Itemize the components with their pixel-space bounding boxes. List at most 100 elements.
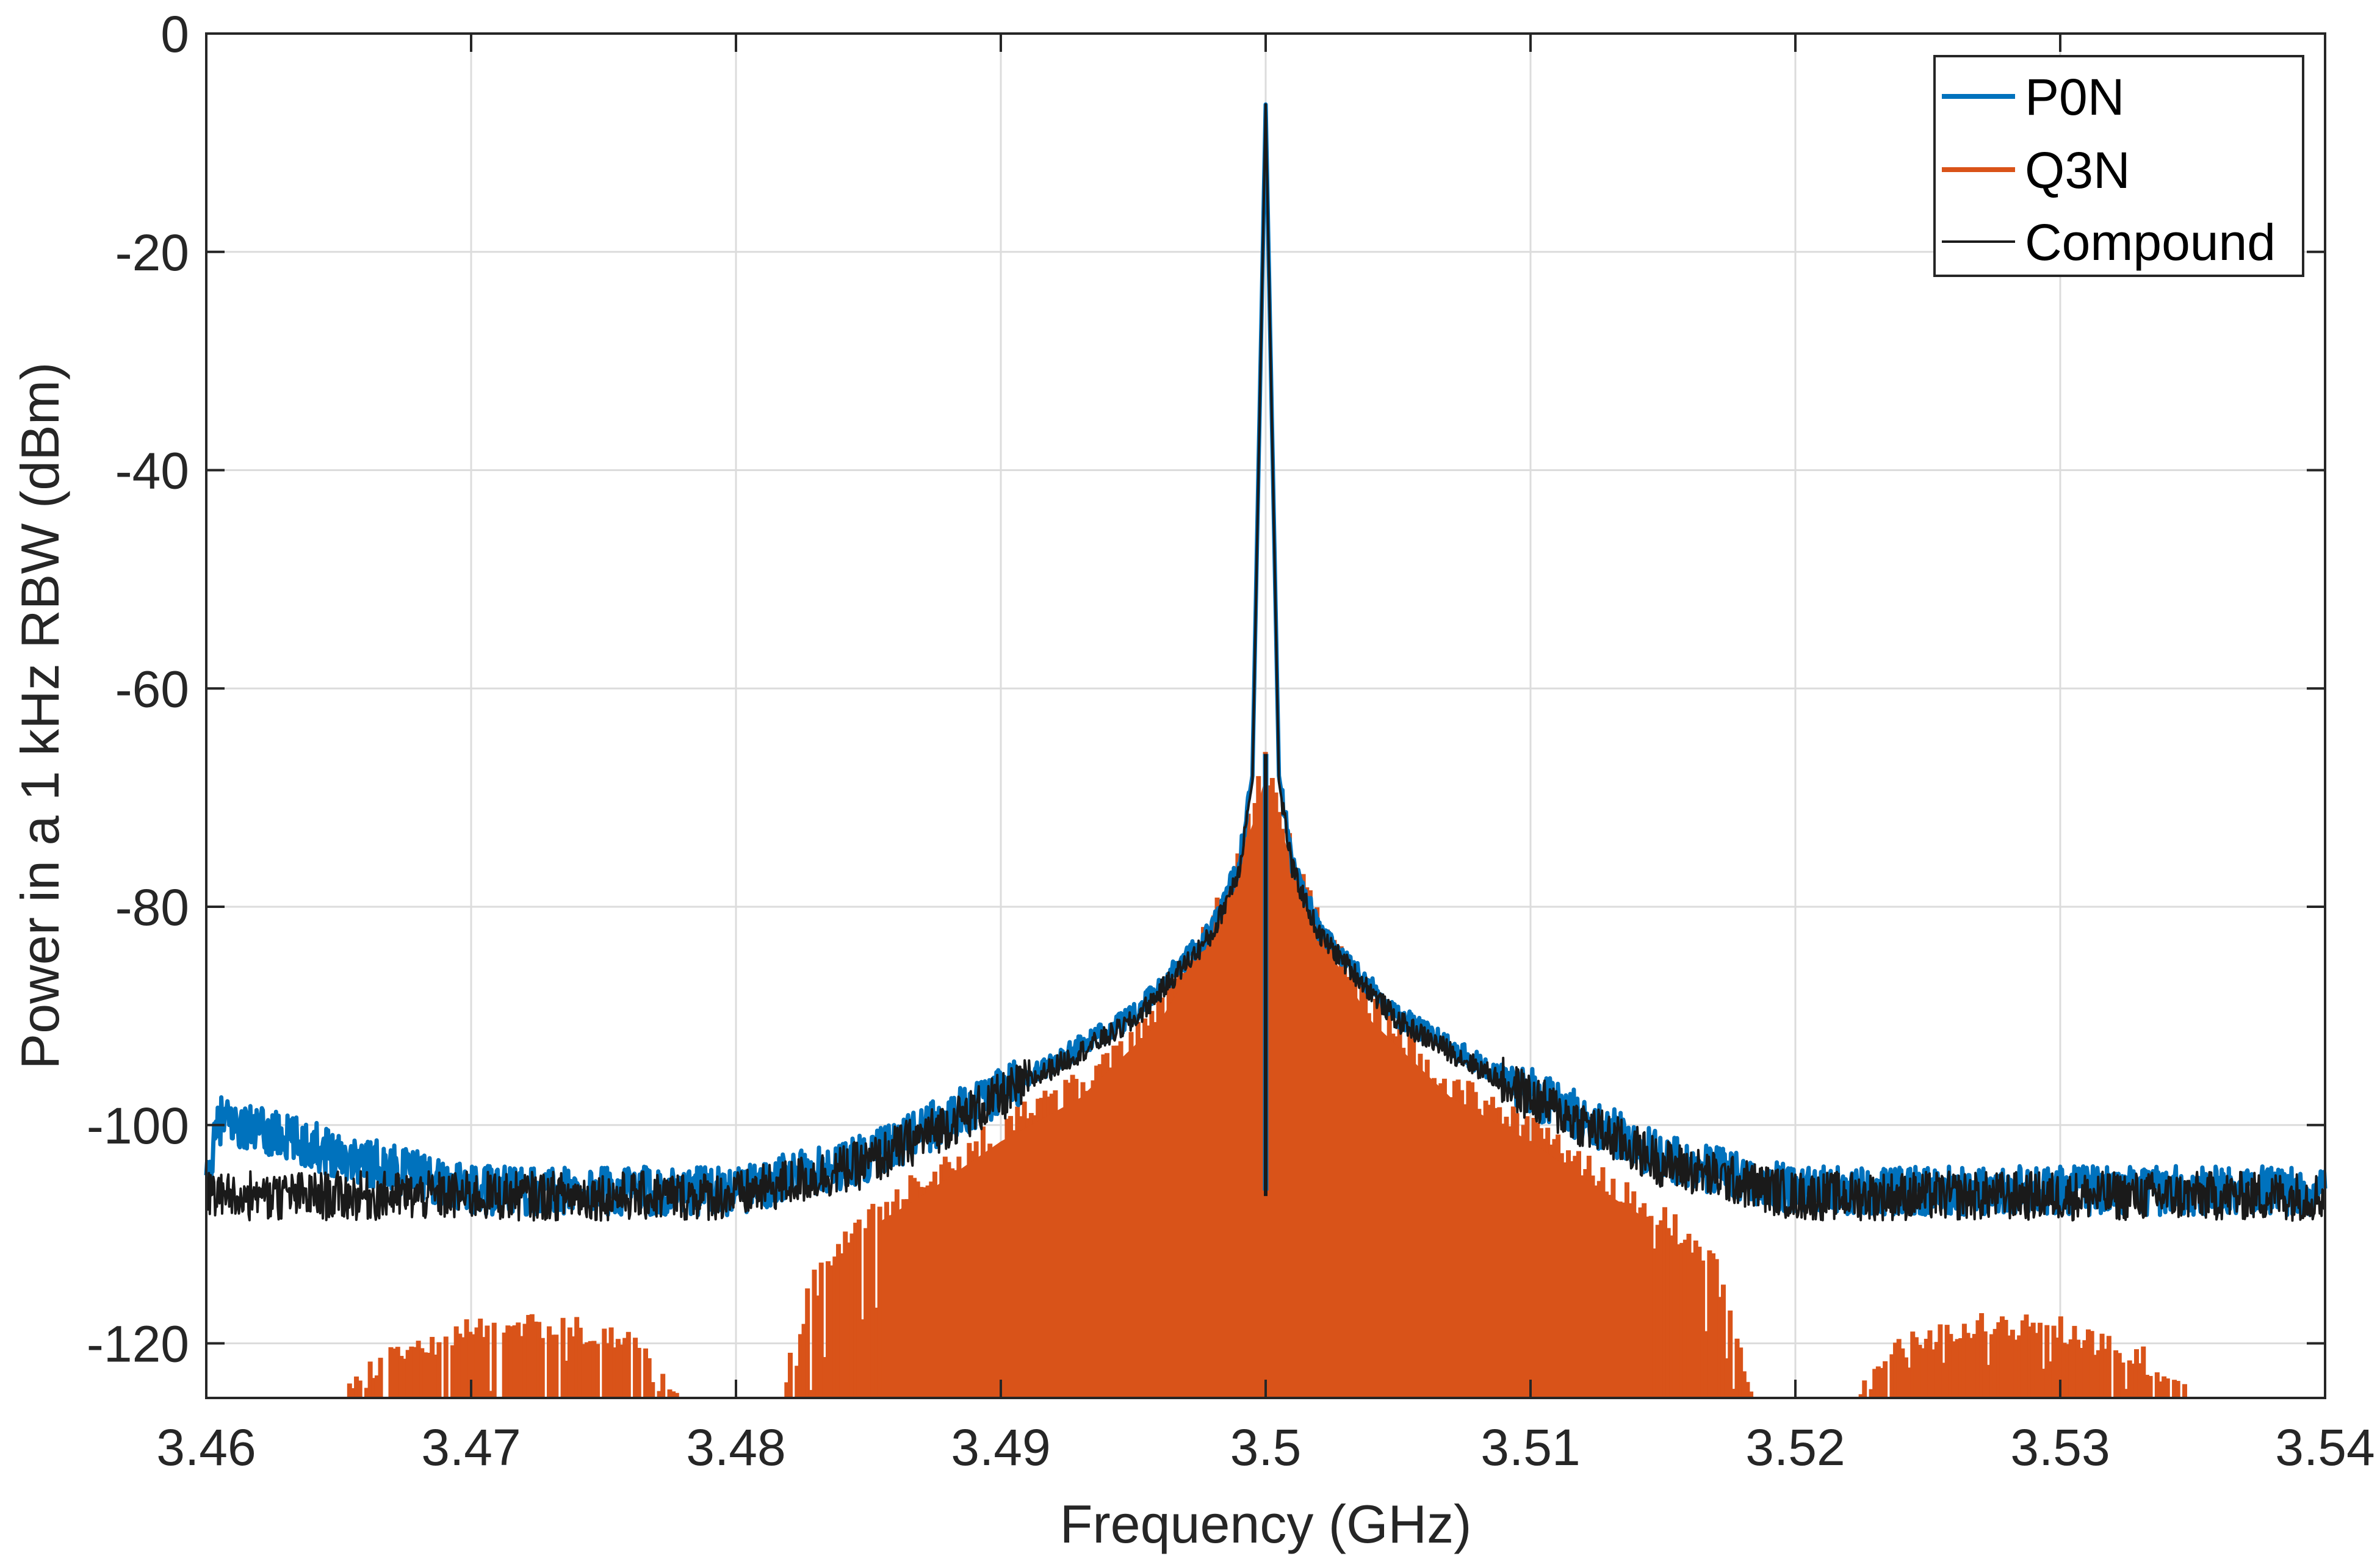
q3n-bar [1879,1367,1884,1398]
q3n-bar [1924,1339,1929,1398]
q3n-bar [2034,1333,2039,1398]
q3n-bar [2096,1350,2101,1398]
q3n-bar [1734,1338,1740,1398]
q3n-bar [481,1337,486,1398]
x-tick-label: 3.52 [1745,1419,1845,1476]
axis-labels: Frequency (GHz) Power in a 1 kHz RBW (dB… [10,362,1471,1554]
q3n-bar [547,1326,552,1398]
q3n-bar [1913,1337,1919,1398]
q3n-bar [2147,1375,2153,1398]
q3n-bar [1920,1348,1926,1398]
q3n-bar [1682,1239,1688,1398]
q3n-bar [485,1325,490,1398]
q3n-bar [533,1321,538,1398]
q3n-bar [615,1339,621,1398]
x-tick-label: 3.5 [1230,1419,1302,1476]
q3n-bar [2124,1389,2129,1398]
q3n-bar [512,1325,517,1398]
q3n-bar [1889,1354,1895,1398]
q3n-bar [595,1344,600,1398]
q3n-bar [829,1265,834,1398]
q3n-bar [667,1389,673,1398]
q3n-bar [416,1341,421,1398]
q3n-bar [2075,1339,2081,1398]
q3n-bar [2010,1330,2015,1398]
q3n-bar [1875,1366,1881,1398]
q3n-bar [1724,1358,1729,1398]
q3n-bar [350,1388,356,1398]
q3n-bar [1731,1389,1736,1398]
q3n-bar [1986,1364,1991,1398]
q3n-bar [877,1206,882,1398]
q3n-bar [478,1318,483,1398]
q3n-bar [674,1392,679,1398]
y-tick-label: -120 [87,1316,189,1373]
q3n-bar [2051,1325,2057,1398]
q3n-bar [1745,1381,1750,1398]
q3n-bar [801,1324,807,1398]
legend-label-q3n: Q3N [2025,142,2130,199]
q3n-bar [643,1348,649,1398]
q3n-bar [1714,1259,1719,1398]
q3n-bar [870,1203,876,1398]
q3n-bar [1982,1331,1988,1398]
q3n-bar [605,1343,610,1398]
q3n-bar [1700,1260,1706,1398]
q3n-bar [1906,1367,1912,1398]
q3n-bar [388,1347,394,1398]
q3n-bar [2013,1339,2019,1398]
q3n-bar [612,1347,618,1398]
q3n-bar [1910,1331,1916,1398]
q3n-bar [1999,1316,2005,1398]
q3n-bar [567,1327,572,1398]
q3n-bar [1748,1391,1754,1398]
q3n-bar [822,1356,828,1398]
q3n-bar [608,1327,614,1398]
q3n-bar [2027,1326,2033,1398]
y-tick-label: -20 [115,224,189,281]
q3n-bar [1958,1338,1964,1398]
q3n-bar [453,1326,459,1398]
q3n-bar [519,1336,524,1398]
q3n-bar [2068,1339,2074,1398]
q3n-bar [1903,1357,1908,1398]
q3n-bar [588,1341,593,1398]
series-lines [204,102,2328,1222]
x-tick-label: 3.54 [2275,1419,2375,1476]
q3n-bar [581,1344,586,1398]
q3n-bar [1961,1324,1967,1398]
q3n-bar [457,1333,463,1398]
q3n-bar [795,1366,800,1398]
q3n-bar [1975,1320,1981,1398]
q3n-bar [516,1322,521,1398]
q3n-bar [1728,1310,1733,1398]
q3n-bar [818,1262,824,1398]
q3n-bar [395,1347,400,1398]
q3n-bar [602,1328,607,1398]
q3n-bar [467,1331,473,1398]
q3n-bar [2017,1335,2022,1398]
compound-trace [205,103,2326,1222]
q3n-bar [835,1244,841,1398]
q3n-bar [392,1349,397,1398]
q3n-bar [1896,1339,1902,1398]
q3n-bar [2058,1316,2063,1398]
q3n-bar [832,1256,838,1398]
q3n-bar [2030,1322,2036,1398]
q3n-bar [1900,1348,1905,1398]
legend: P0N Q3N Compound [1933,55,2304,277]
q3n-bar [808,1389,813,1398]
q3n-bar [436,1342,442,1398]
q3n-bar [805,1288,810,1398]
q3n-bar [450,1345,456,1398]
q3n-bar [633,1338,638,1398]
q3n-bar [2020,1320,2025,1398]
q3n-bar [1676,1244,1681,1398]
q3n-bar [1665,1228,1671,1398]
q3n-bar [1693,1240,1698,1398]
q3n-bar [1741,1371,1747,1398]
x-tick-label: 3.48 [686,1419,786,1476]
q3n-bar [860,1319,865,1398]
legend-box [1933,55,2304,277]
q3n-bar [2065,1344,2071,1398]
